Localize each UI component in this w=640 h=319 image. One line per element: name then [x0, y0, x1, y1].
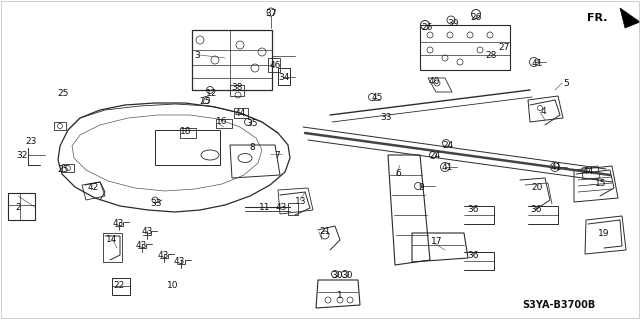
Text: 23: 23	[26, 137, 36, 145]
Text: 16: 16	[216, 117, 228, 127]
Text: 13: 13	[295, 197, 307, 206]
Text: 30: 30	[332, 271, 343, 280]
Text: 19: 19	[598, 228, 610, 238]
Text: 32: 32	[16, 151, 28, 160]
Text: 46: 46	[269, 62, 281, 70]
Text: 14: 14	[106, 234, 118, 243]
Text: 37: 37	[265, 10, 276, 19]
Text: 34: 34	[278, 72, 290, 81]
Text: 43: 43	[112, 219, 124, 227]
Text: 42: 42	[88, 183, 99, 192]
Text: 1: 1	[337, 292, 343, 300]
Text: 43: 43	[141, 227, 153, 236]
Text: 17: 17	[431, 236, 443, 246]
Text: 22: 22	[113, 281, 125, 291]
Text: 26: 26	[470, 12, 482, 21]
Text: 10: 10	[167, 281, 179, 291]
Text: 41: 41	[531, 58, 543, 68]
Text: 45: 45	[371, 93, 383, 102]
Text: 28: 28	[485, 50, 497, 60]
Text: 2: 2	[15, 204, 21, 212]
Text: 5: 5	[563, 78, 569, 87]
Text: 6: 6	[395, 169, 401, 179]
Text: 25: 25	[58, 166, 68, 174]
Text: 8: 8	[249, 144, 255, 152]
Text: 38: 38	[231, 84, 243, 93]
Text: 24: 24	[442, 140, 454, 150]
Text: 41: 41	[442, 164, 452, 173]
Text: 18: 18	[180, 128, 192, 137]
Text: 36: 36	[531, 205, 541, 214]
Text: 44: 44	[234, 108, 246, 117]
Text: 43: 43	[275, 204, 287, 212]
Text: 36: 36	[467, 251, 479, 261]
Text: 40: 40	[428, 78, 440, 86]
Text: 33: 33	[150, 198, 162, 207]
Text: 36: 36	[467, 205, 479, 214]
Text: 7: 7	[274, 151, 280, 160]
Text: 25: 25	[58, 88, 68, 98]
Text: 9: 9	[418, 183, 424, 192]
Text: 27: 27	[499, 43, 509, 53]
Text: 44: 44	[582, 167, 594, 176]
Polygon shape	[620, 8, 640, 28]
Text: 3: 3	[194, 51, 200, 61]
Text: 39: 39	[447, 19, 459, 27]
Text: 33: 33	[380, 114, 392, 122]
Text: 12: 12	[206, 88, 218, 98]
Text: 11: 11	[259, 203, 271, 211]
Text: 20: 20	[531, 183, 543, 192]
Text: 30: 30	[341, 271, 353, 280]
Text: 15: 15	[595, 179, 607, 188]
Text: 43: 43	[157, 251, 169, 261]
Text: FR.: FR.	[588, 13, 608, 23]
Text: 21: 21	[319, 227, 331, 236]
Text: 4: 4	[540, 107, 546, 115]
Text: 26: 26	[421, 24, 433, 33]
Text: 43: 43	[135, 241, 147, 249]
Text: 35: 35	[246, 120, 258, 129]
Text: 24: 24	[429, 152, 440, 160]
Text: S3YA-B3700B: S3YA-B3700B	[522, 300, 595, 310]
Text: 41: 41	[550, 164, 562, 173]
Text: 25: 25	[199, 98, 211, 107]
Text: 43: 43	[173, 256, 185, 265]
